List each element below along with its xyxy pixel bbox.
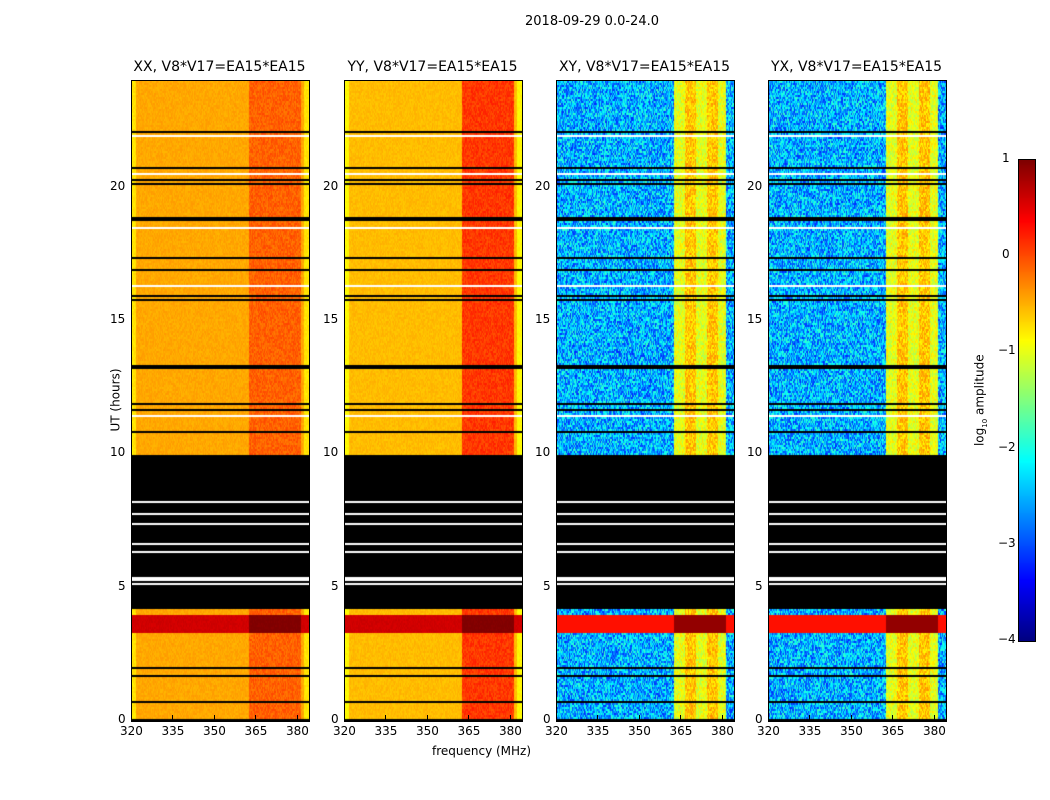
x-tick-mark [850,715,852,720]
y-tick-label: 10 [323,445,339,460]
x-axis-label: frequency (MHz) [432,744,532,758]
figure-suptitle: 2018-09-29 0.0-24.0 [525,14,659,29]
x-tick-mark [131,715,132,720]
x-tick-label: 365 [669,724,693,738]
x-tick-label: 350 [627,724,651,738]
x-tick-label: 335 [161,724,185,738]
x-tick-label: 320 [120,724,143,738]
x-tick-label: 335 [586,724,610,738]
x-tick-mark [172,715,174,720]
y-tick-label: 10 [110,445,126,460]
x-tick-label: 320 [545,724,568,738]
x-tick-label: 320 [757,724,780,738]
y-tick-label: 0 [331,712,339,726]
x-tick-mark [296,715,298,720]
panel-title: XY, V8*V17=EA15*EA15 [558,59,731,75]
colorbar-tick-label: −4 [998,632,1016,646]
x-tick-mark [213,715,215,720]
x-tick-label: 350 [202,724,226,738]
y-tick-label: 10 [747,445,763,460]
y-tick-label: 0 [543,712,551,726]
y-tick-label: 15 [110,312,126,326]
x-tick-label: 320 [333,724,356,738]
x-tick-label: 380 [498,724,522,738]
y-tick-label: 20 [535,178,551,193]
y-tick-label: 0 [755,712,763,726]
x-tick-mark [385,715,387,720]
x-tick-mark [768,715,769,720]
x-tick-mark [344,715,345,720]
heatmap-panel-0 [131,80,310,722]
x-tick-label: 350 [415,724,439,738]
y-tick-label: 15 [535,312,551,326]
x-tick-label: 365 [881,724,905,738]
x-tick-label: 350 [839,724,863,738]
x-tick-mark [933,715,935,720]
x-tick-mark [509,715,511,720]
x-tick-mark [721,715,723,720]
x-tick-label: 380 [285,724,309,738]
y-tick-label: 5 [331,578,339,593]
y-tick-label: 5 [543,578,551,593]
colorbar-tick-label: 1 [1002,151,1010,165]
panel-title: XX, V8*V17=EA15*EA15 [133,59,306,75]
y-tick-label: 5 [118,578,126,593]
colorbar-tick-label: 0 [1002,247,1010,262]
heatmap-panel-2 [556,80,735,722]
colorbar-tick-label: −3 [998,535,1016,550]
y-tick-label: 15 [323,312,339,326]
heatmap-panel-3 [768,80,947,722]
x-tick-mark [468,715,470,720]
x-tick-mark [638,715,640,720]
y-tick-label: 0 [118,712,126,726]
y-tick-label: 10 [535,445,551,460]
panel-title: YX, V8*V17=EA15*EA15 [770,59,943,75]
x-tick-mark [556,715,557,720]
x-tick-mark [809,715,811,720]
heatmap-panel-1 [344,80,523,722]
x-tick-label: 365 [244,724,268,738]
x-tick-mark [892,715,894,720]
y-tick-label: 15 [747,312,763,326]
colorbar-tick-label: −1 [998,343,1016,358]
colorbar [1018,159,1036,642]
x-tick-label: 335 [374,724,398,738]
x-tick-label: 380 [922,724,946,738]
y-axis-label: UT (hours) [108,368,123,432]
x-tick-mark [680,715,682,720]
y-tick-label: 20 [110,178,126,193]
x-tick-label: 380 [710,724,734,738]
y-tick-label: 20 [323,178,339,193]
y-tick-label: 20 [747,178,763,193]
colorbar-label: log10 amplitude [972,354,990,447]
x-tick-label: 365 [457,724,481,738]
colorbar-tick-label: −2 [998,439,1016,454]
x-tick-label: 335 [798,724,822,738]
x-tick-mark [255,715,257,720]
panel-title: YY, V8*V17=EA15*EA15 [347,59,518,75]
y-tick-label: 5 [755,578,763,593]
x-tick-mark [597,715,599,720]
x-tick-mark [426,715,428,720]
